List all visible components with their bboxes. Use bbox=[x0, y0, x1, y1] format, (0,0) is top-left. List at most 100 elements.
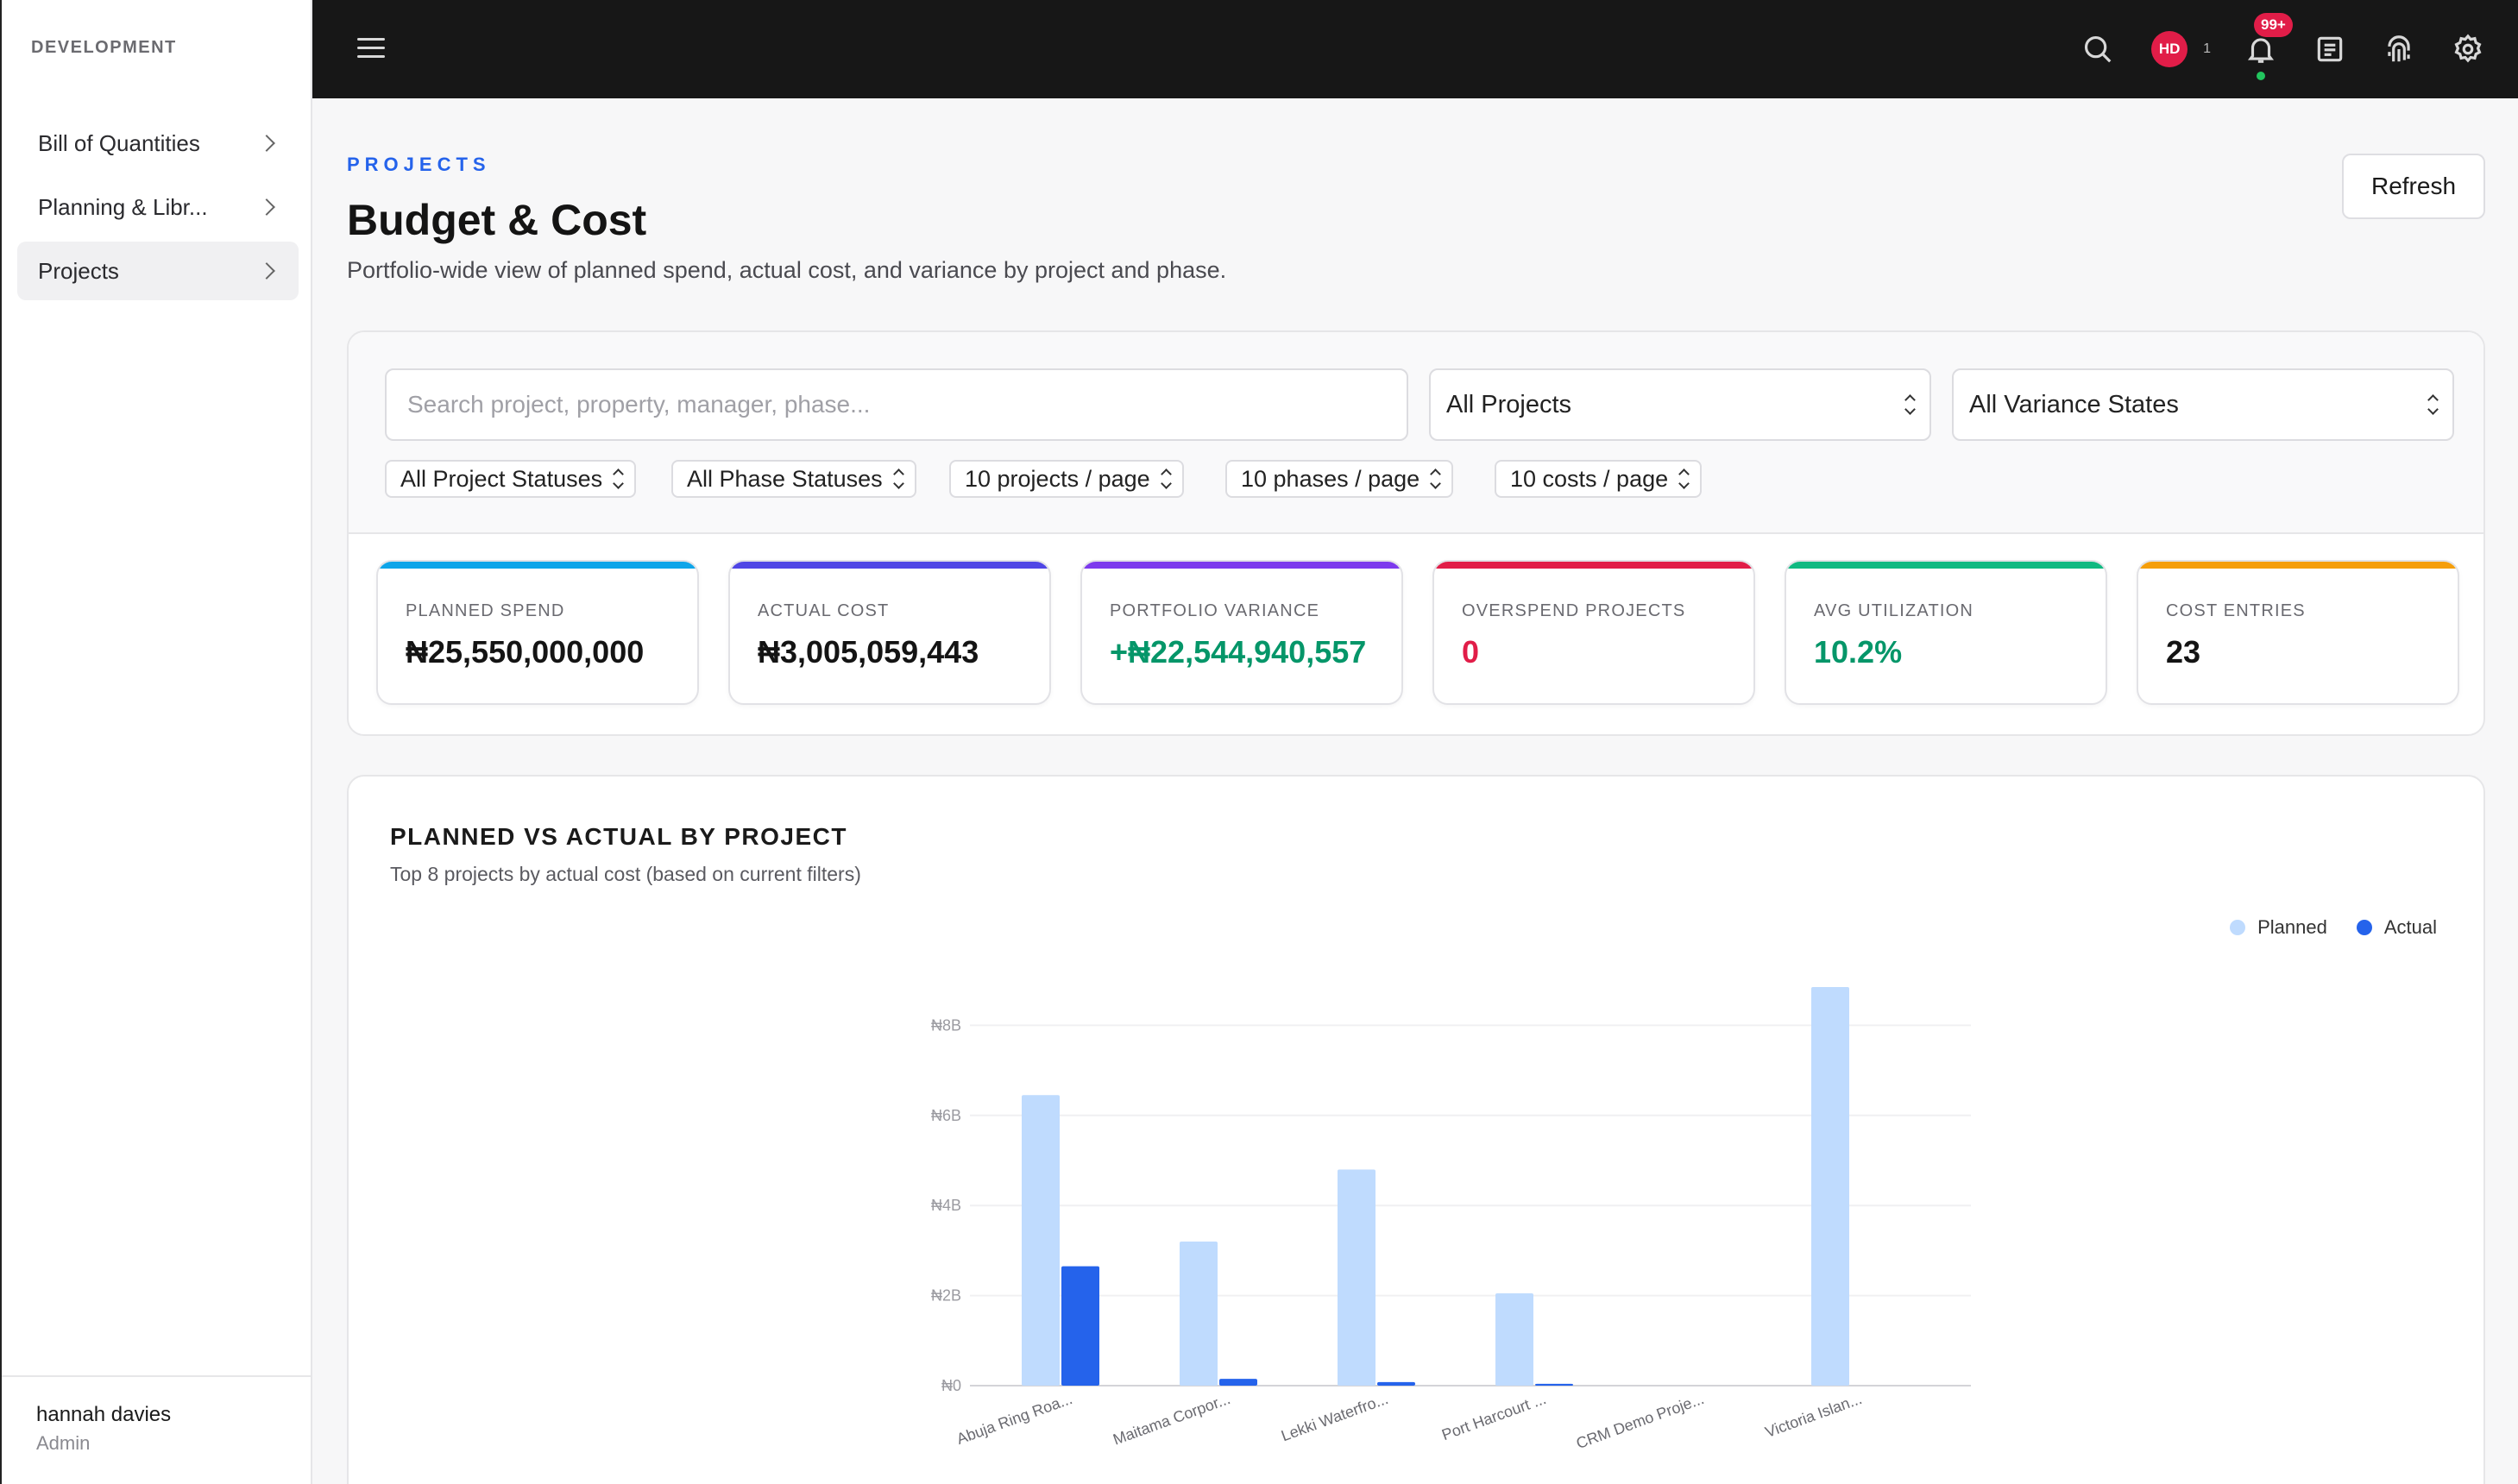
chevron-up-down-icon bbox=[1430, 468, 1442, 489]
filters-bar: All Projects All Variance States All Pro… bbox=[349, 332, 2483, 534]
chevron-up-down-icon bbox=[1904, 394, 1916, 415]
y-tick-label: ₦4B bbox=[931, 1197, 961, 1214]
breadcrumb: PROJECTS bbox=[347, 154, 491, 175]
stat-label: ACTUAL COST bbox=[758, 601, 890, 620]
top-bar-actions: HD 1 99+ bbox=[2048, 0, 2487, 98]
stat-card-avg-utilization: AVG UTILIZATION 10.2% bbox=[1785, 560, 2107, 705]
project-status-select[interactable]: All Project Statuses bbox=[385, 460, 637, 498]
x-tick-label: Victoria Islan... bbox=[1763, 1390, 1864, 1441]
workspace-switcher[interactable]: HD 1 bbox=[2151, 31, 2211, 67]
project-select-value: All Projects bbox=[1446, 390, 1572, 418]
sidebar-section-title: DEVELOPMENT bbox=[31, 38, 177, 57]
bar-chart: ₦0 ₦2B ₦4B ₦6B ₦8B Abuja Ring Roa... Maitama C… bbox=[931, 987, 1971, 1452]
y-tick-label: ₦2B bbox=[931, 1287, 961, 1305]
x-tick-label: Abuja Ring Roa... bbox=[954, 1390, 1074, 1448]
bar-planned bbox=[1338, 1169, 1375, 1386]
phase-status-select[interactable]: All Phase Statuses bbox=[671, 460, 916, 498]
x-tick-label: CRM Demo Proje... bbox=[1574, 1390, 1706, 1452]
stat-label: PORTFOLIO VARIANCE bbox=[1110, 601, 1320, 620]
chevron-up-down-icon bbox=[1160, 468, 1172, 489]
search-input[interactable] bbox=[385, 368, 1408, 441]
stat-card-overspend-projects: OVERSPEND PROJECTS 0 bbox=[1432, 560, 1755, 705]
y-tick-label: ₦8B bbox=[931, 1016, 961, 1034]
sidebar-item-label: Bill of Quantities bbox=[38, 129, 200, 156]
stat-card-cost-entries: COST ENTRIES 23 bbox=[2137, 560, 2459, 705]
chevron-up-down-icon bbox=[2427, 394, 2439, 415]
refresh-button[interactable]: Refresh bbox=[2342, 154, 2485, 219]
bar-actual bbox=[1219, 1379, 1257, 1386]
stat-accent-bar bbox=[378, 562, 697, 569]
search-icon[interactable] bbox=[2079, 30, 2117, 68]
project-select[interactable]: All Projects bbox=[1429, 368, 1931, 441]
stat-accent-bar bbox=[2138, 562, 2458, 569]
y-tick-label: ₦6B bbox=[931, 1107, 961, 1124]
bar-actual bbox=[1061, 1266, 1099, 1386]
stat-value: 10.2% bbox=[1814, 634, 1903, 670]
page-subtitle: Portfolio-wide view of planned spend, ac… bbox=[347, 257, 1227, 283]
variance-select-value: All Variance States bbox=[1969, 390, 2179, 418]
stat-card-planned-spend: PLANNED SPEND ₦25,550,000,000 bbox=[376, 560, 699, 705]
gear-icon[interactable] bbox=[2449, 30, 2487, 68]
chevron-right-icon bbox=[258, 262, 275, 280]
stat-label: AVG UTILIZATION bbox=[1814, 601, 1974, 620]
sidebar-item-label: Planning & Libr... bbox=[38, 193, 208, 220]
bar-actual bbox=[1535, 1383, 1573, 1386]
x-tick-label: Port Harcourt ... bbox=[1439, 1390, 1548, 1443]
variance-select[interactable]: All Variance States bbox=[1952, 368, 2454, 441]
phase-status-value: All Phase Statuses bbox=[687, 465, 883, 492]
notification-badge: 99+ bbox=[2254, 13, 2293, 37]
sidebar: DEVELOPMENT Bill of Quantities Planning … bbox=[0, 0, 312, 1484]
chevron-right-icon bbox=[258, 135, 275, 152]
stat-value: +₦22,544,940,557 bbox=[1110, 634, 1367, 670]
legend-planned-label[interactable]: Planned bbox=[2257, 916, 2327, 938]
stat-accent-bar bbox=[730, 562, 1049, 569]
menu-icon[interactable] bbox=[357, 38, 385, 60]
bar-planned bbox=[1495, 1292, 1533, 1386]
user-profile[interactable]: hannah davies Admin bbox=[2, 1375, 312, 1484]
bell-icon[interactable]: 99+ bbox=[2242, 13, 2293, 80]
stat-label: COST ENTRIES bbox=[2166, 601, 2306, 620]
stat-card-portfolio-variance: PORTFOLIO VARIANCE +₦22,544,940,557 bbox=[1080, 560, 1403, 705]
sidebar-item-label: Projects bbox=[38, 257, 119, 284]
stat-value: 23 bbox=[2166, 634, 2201, 670]
stat-value: 0 bbox=[1462, 634, 1480, 670]
avatar: HD bbox=[2151, 31, 2188, 67]
top-bar: HD 1 99+ bbox=[312, 0, 2518, 98]
chevron-right-icon bbox=[258, 198, 275, 216]
messages-icon[interactable] bbox=[2311, 30, 2349, 68]
bar-planned bbox=[1180, 1241, 1218, 1386]
costs-per-page-select[interactable]: 10 costs / page bbox=[1495, 460, 1703, 498]
x-tick-label: Lekki Waterfro... bbox=[1279, 1390, 1390, 1444]
project-status-value: All Project Statuses bbox=[400, 465, 603, 492]
chevron-up-down-icon bbox=[1678, 468, 1690, 489]
bar-planned bbox=[1022, 1095, 1060, 1386]
stat-card-actual-cost: ACTUAL COST ₦3,005,059,443 bbox=[728, 560, 1051, 705]
bar-planned bbox=[1811, 987, 1849, 1386]
bar-actual bbox=[1377, 1381, 1415, 1386]
x-tick-label: Maitama Corpor... bbox=[1111, 1390, 1232, 1449]
workspace-count: 1 bbox=[2203, 41, 2211, 56]
sidebar-item-bill-of-quantities[interactable]: Bill of Quantities bbox=[17, 114, 299, 173]
y-tick-label: ₦0 bbox=[941, 1377, 961, 1394]
sidebar-item-projects[interactable]: Projects bbox=[17, 242, 299, 300]
phases-per-page-select[interactable]: 10 phases / page bbox=[1225, 460, 1454, 498]
chart-legend: Planned Actual bbox=[2200, 916, 2437, 939]
chevron-up-down-icon bbox=[613, 468, 624, 489]
stat-accent-bar bbox=[1786, 562, 2106, 569]
stat-value: ₦3,005,059,443 bbox=[758, 634, 979, 670]
fingerprint-icon[interactable] bbox=[2380, 30, 2418, 68]
costs-per-page-value: 10 costs / page bbox=[1510, 465, 1669, 492]
legend-actual-swatch bbox=[2356, 920, 2372, 935]
stat-label: OVERSPEND PROJECTS bbox=[1462, 601, 1686, 620]
stat-value: ₦25,550,000,000 bbox=[406, 634, 645, 670]
projects-per-page-value: 10 projects / page bbox=[965, 465, 1150, 492]
chevron-up-down-icon bbox=[892, 468, 904, 489]
planned-vs-actual-chart-card: PLANNED VS ACTUAL BY PROJECT Top 8 proje… bbox=[347, 775, 2485, 1484]
phases-per-page-value: 10 phases / page bbox=[1241, 465, 1420, 492]
stat-label: PLANNED SPEND bbox=[406, 601, 565, 620]
chart-subtitle: Top 8 projects by actual cost (based on … bbox=[390, 863, 861, 885]
user-name: hannah davies bbox=[36, 1403, 172, 1426]
legend-actual-label[interactable]: Actual bbox=[2383, 916, 2437, 938]
sidebar-item-planning[interactable]: Planning & Libr... bbox=[17, 178, 299, 236]
projects-per-page-select[interactable]: 10 projects / page bbox=[949, 460, 1184, 498]
